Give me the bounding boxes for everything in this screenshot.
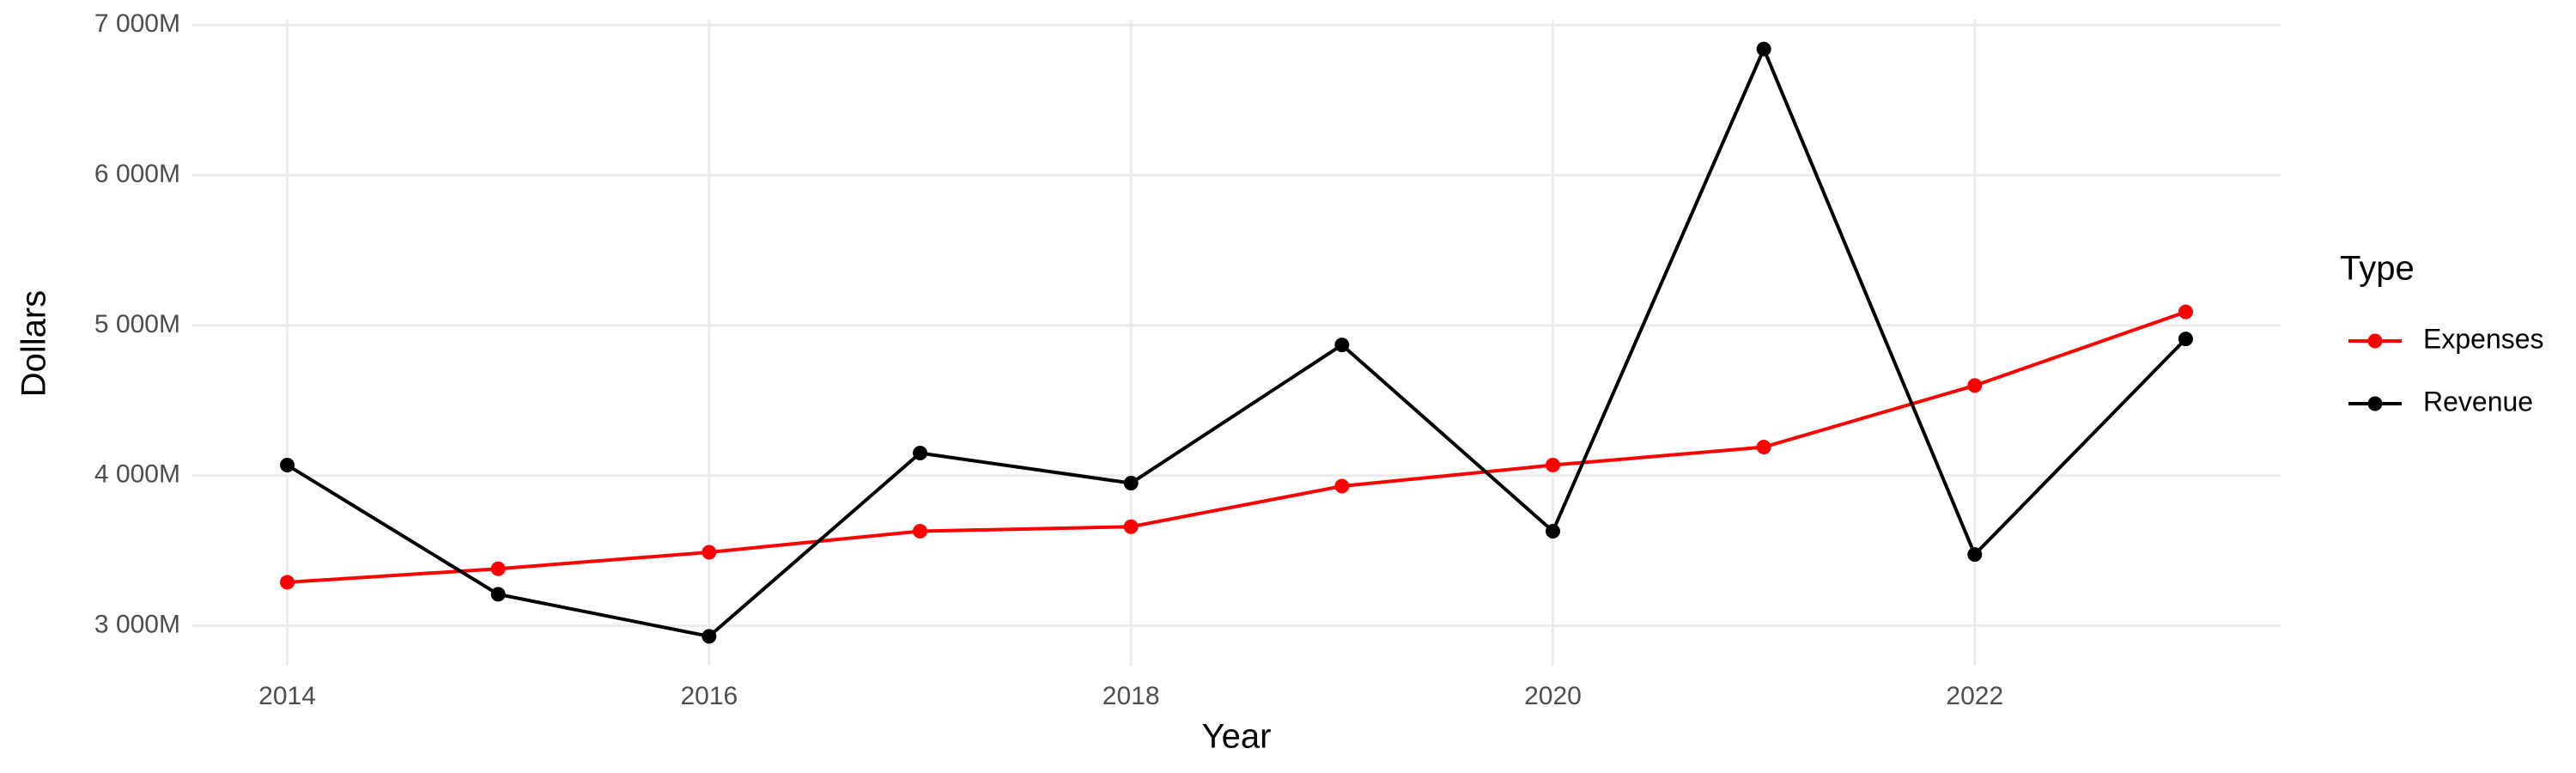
legend-label: Expenses [2423,323,2544,354]
y-tick-label: 5 000M [94,310,180,338]
series-line [287,310,2187,584]
data-point [913,523,928,539]
data-point [913,446,928,461]
y-tick-label: 3 000M [94,611,180,639]
data-point [702,545,717,560]
data-point [490,587,506,602]
data-point [1334,478,1350,494]
y-tick-label: 6 000M [94,160,180,188]
data-point [280,575,295,590]
data-point [1967,547,1983,563]
data-point [1545,523,1560,539]
y-tick-label: 7 000M [94,9,180,38]
y-axis-title: Dollars [15,290,53,397]
x-tick-label: 2016 [680,682,738,710]
x-tick-label: 2020 [1524,682,1582,710]
data-point [1334,338,1350,353]
legend-key-point [2367,396,2383,411]
data-point [2178,304,2193,320]
data-point [490,561,506,576]
x-tick-label: 2022 [1946,682,2003,710]
data-point [2178,332,2193,347]
series-line [286,45,2187,639]
data-point [1123,519,1139,534]
legend-label: Revenue [2423,386,2533,417]
x-tick-label: 2014 [258,682,316,710]
data-point [1123,476,1139,491]
data-point [1756,440,1771,455]
legend-title: Type [2340,250,2415,288]
data-point [1967,378,1983,393]
x-axis-title: Year [1202,718,1272,756]
data-point [702,629,717,644]
legend-key-point [2367,333,2383,349]
data-point [1545,458,1560,473]
y-tick-label: 4 000M [94,460,180,489]
data-point [1756,41,1771,57]
x-tick-label: 2018 [1103,682,1160,710]
data-point [280,458,295,473]
